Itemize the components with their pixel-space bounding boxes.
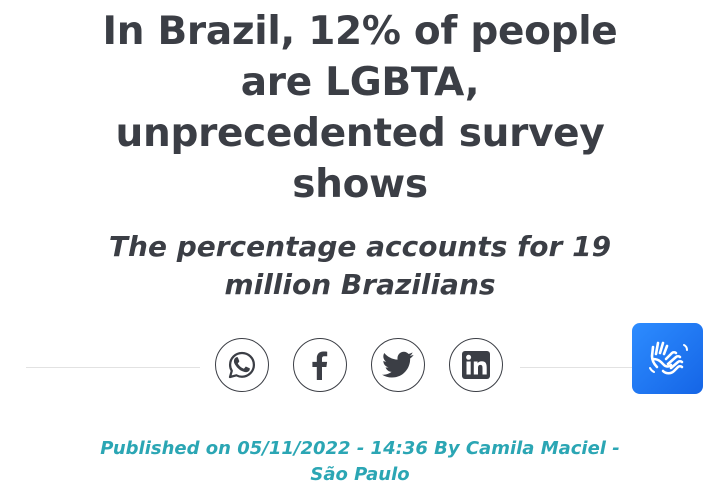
sign-language-hands-icon xyxy=(648,341,688,375)
linkedin-icon xyxy=(462,351,490,379)
whatsapp-icon xyxy=(228,351,256,379)
share-twitter-button[interactable] xyxy=(371,338,425,392)
article-byline: Published on 05/11/2022 - 14:36 By Camil… xyxy=(100,438,620,485)
share-divider-left xyxy=(26,367,200,368)
article-subheadline: The percentage accounts for 19 million B… xyxy=(108,230,612,301)
twitter-icon xyxy=(382,351,414,378)
accessibility-sign-language-button[interactable] xyxy=(632,323,703,394)
facebook-icon xyxy=(312,351,328,380)
share-facebook-button[interactable] xyxy=(293,338,347,392)
share-whatsapp-button[interactable] xyxy=(215,338,269,392)
article-headline: In Brazil, 12% of people are LGBTA, unpr… xyxy=(102,9,618,207)
share-linkedin-button[interactable] xyxy=(449,338,503,392)
share-bar xyxy=(0,338,720,396)
share-divider-right xyxy=(520,367,632,368)
